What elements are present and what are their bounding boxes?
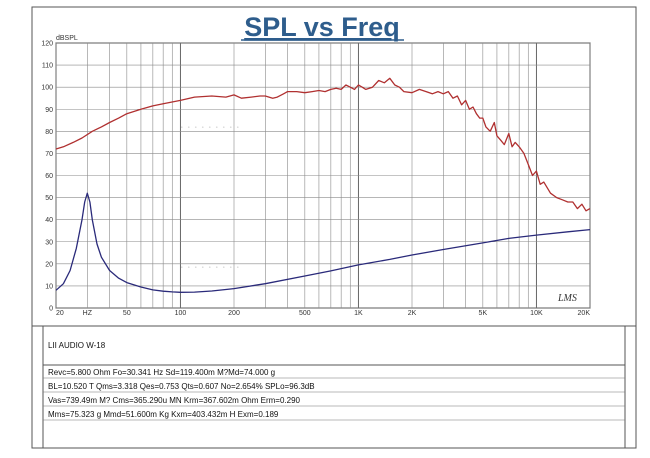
- lms-logo: LMS: [557, 293, 577, 304]
- y-tick-labels: 0 10 20 30 40 50 60 70 80 90 100 110 120: [41, 41, 53, 313]
- params-row-3: Vas=739.49m M? Cms=365.290u MN Krm=367.6…: [48, 396, 301, 405]
- x-tick-label: HZ: [83, 310, 93, 317]
- watermark-top: . . . . . . . . .: [180, 117, 240, 132]
- info-table: [31, 325, 637, 449]
- x-tick-label: 20: [56, 310, 64, 317]
- speaker-model: LII AUDIO W-18: [48, 341, 106, 350]
- watermark-mid: . . . . . . . . .: [180, 257, 240, 272]
- x-tick-label: 1K: [354, 310, 363, 317]
- x-tick-label: 50: [123, 310, 131, 317]
- params-row-2: BL=10.520 T Qms=3.318 Qes=0.753 Qts=0.60…: [48, 382, 315, 391]
- y-tick-label: 0: [49, 306, 53, 313]
- x-tick-labels: 20 HZ 50 100 200 500 1K 2K 5K 10K 20K: [56, 310, 590, 317]
- y-axis-label: dBSPL: [56, 35, 78, 42]
- params-row-4: Mms=75.323 g Mmd=51.600m Kg Kxm=403.432m…: [48, 410, 279, 419]
- y-tick-label: 120: [41, 41, 53, 48]
- y-tick-label: 20: [45, 261, 53, 268]
- x-tick-label: 500: [299, 310, 311, 317]
- y-tick-label: 70: [45, 151, 53, 158]
- y-tick-label: 90: [45, 107, 53, 114]
- y-tick-label: 30: [45, 239, 53, 246]
- y-tick-label: 110: [42, 63, 53, 70]
- y-tick-label: 40: [45, 217, 53, 224]
- y-tick-label: 60: [45, 173, 53, 180]
- spl-curve: [55, 77, 591, 212]
- curves: [55, 77, 591, 293]
- x-tick-label: 5K: [479, 310, 488, 317]
- impedance-curve: [55, 192, 591, 293]
- y-tick-label: 50: [45, 195, 53, 202]
- params-row-1: Revc=5.800 Ohm Fo=30.341 Hz Sd=119.400m …: [48, 368, 275, 377]
- x-tick-label: 10K: [530, 310, 543, 317]
- x-tick-label: 2K: [408, 310, 417, 317]
- y-tick-label: 100: [41, 85, 53, 92]
- x-tick-label: 20K: [578, 310, 591, 317]
- y-tick-label: 10: [45, 283, 53, 290]
- y-tick-label: 80: [45, 129, 53, 136]
- x-tick-label: 200: [228, 310, 240, 317]
- x-tick-label: 100: [175, 310, 187, 317]
- chart-title: SPL vs Freq: [244, 12, 400, 42]
